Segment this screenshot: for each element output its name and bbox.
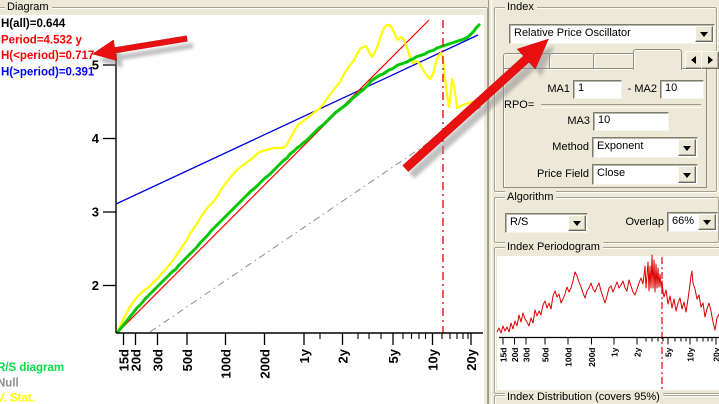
svg-text:100d: 100d — [219, 349, 234, 379]
algorithm-dropdown-button[interactable] — [568, 215, 586, 231]
ma1-value: 1 — [578, 82, 585, 94]
tab-scroll-right-button[interactable] — [701, 51, 719, 69]
svg-text:5y: 5y — [386, 348, 401, 363]
rs-diagram-chart[interactable]: H(all)=0.644 Period=4.532 y H(<period)=0.7… — [0, 0, 486, 404]
rpo-group-line — [541, 104, 701, 108]
arrow-right-icon — [708, 56, 713, 64]
index-group-label: Index — [505, 1, 537, 15]
method-combobox[interactable]: Exponent — [592, 137, 698, 158]
legend-text-2: V. Stat. — [0, 393, 35, 404]
index-selector-dropdown-button[interactable] — [695, 26, 713, 42]
svg-text:1y: 1y — [610, 347, 620, 357]
periodogram-chart-background — [497, 256, 719, 390]
algorithm-value: R/S — [510, 216, 529, 228]
svg-text:2: 2 — [92, 278, 99, 293]
ma1-input[interactable]: 1 — [573, 80, 622, 99]
diagram-group-label: Diagram — [5, 1, 52, 15]
ma2-input[interactable]: 10 — [660, 80, 704, 99]
svg-text:20d: 20d — [510, 348, 520, 363]
svg-text:10y: 10y — [686, 347, 696, 361]
price-field-value: Close — [597, 167, 626, 179]
svg-text:200d: 200d — [258, 349, 273, 379]
svg-text:2y: 2y — [633, 347, 643, 357]
svg-text:10y: 10y — [426, 348, 441, 370]
legend-text-0: R/S diagram — [0, 362, 64, 374]
chevron-down-icon — [573, 221, 581, 226]
svg-text:4: 4 — [92, 131, 100, 146]
svg-text:100d: 100d — [564, 348, 574, 367]
method-label: Method — [552, 141, 589, 153]
chevron-down-icon — [683, 172, 691, 178]
svg-text:3: 3 — [92, 205, 99, 220]
svg-text:1y: 1y — [297, 348, 312, 363]
rpo-label: RPO= — [504, 99, 535, 111]
periodogram-group-label: Index Periodogram — [505, 241, 603, 255]
price-field-dropdown-button[interactable] — [678, 166, 696, 183]
svg-text:15d: 15d — [499, 348, 509, 363]
chevron-down-icon — [703, 220, 711, 225]
distribution-group-label: Index Distribution (covers 95%) — [505, 391, 663, 404]
method-value: Exponent — [597, 140, 644, 152]
ma1-label: MA1 — [547, 83, 570, 95]
svg-text:30d: 30d — [151, 349, 166, 371]
ma3-value: 10 — [598, 114, 611, 126]
periodogram-chart[interactable]: 15d 20d 30d 50d 100d 200d 1y 2y 5y 10y 20y — [490, 250, 719, 402]
svg-text:5: 5 — [92, 58, 99, 73]
svg-text:2y: 2y — [336, 348, 351, 363]
svg-text:20y: 20y — [712, 347, 719, 361]
svg-text:200d: 200d — [587, 348, 597, 367]
stat-text-0: H(all)=0.644 — [1, 18, 66, 30]
overlap-combobox[interactable]: 66% — [667, 212, 718, 232]
price-field-combobox[interactable]: Close — [592, 164, 698, 185]
distribution-groupbox: Index Distribution (covers 95%) — [494, 391, 719, 404]
diagram-groupbox: Diagram — [0, 1, 488, 404]
overlap-value: 66% — [672, 215, 695, 227]
index-selector-combobox[interactable]: Relative Price Oscillator — [509, 24, 715, 44]
svg-text:20y: 20y — [464, 348, 479, 370]
svg-text:50d: 50d — [541, 348, 551, 363]
chevron-down-icon — [683, 145, 691, 151]
algorithm-combobox[interactable]: R/S — [505, 213, 588, 233]
arrow-left-icon — [691, 56, 696, 64]
index-selector-value: Relative Price Oscillator — [514, 27, 631, 39]
ma3-label: MA3 — [567, 115, 590, 127]
stat-text-3: H(>period)=0.391 — [1, 67, 95, 79]
overlap-label: Overlap — [625, 216, 664, 228]
stat-text-1: Period=4.532 y — [1, 35, 82, 47]
legend-text-1: Null — [0, 378, 19, 390]
svg-text:15d: 15d — [117, 349, 132, 371]
stat-text-2: H(<period)=0.717 — [1, 50, 94, 62]
index-tab-4-selected[interactable] — [633, 49, 682, 70]
algorithm-group-label: Algorithm — [505, 191, 557, 205]
panel-splitter[interactable] — [488, 0, 492, 404]
price-field-label: Price Field — [537, 168, 589, 180]
method-dropdown-button[interactable] — [678, 139, 696, 156]
overlap-dropdown-button[interactable] — [698, 214, 716, 230]
ma2-value: 10 — [665, 82, 678, 94]
svg-text:30d: 30d — [522, 348, 532, 363]
svg-text:5y: 5y — [664, 347, 674, 357]
chevron-down-icon — [700, 32, 708, 37]
svg-text:50d: 50d — [180, 349, 195, 371]
ma3-input[interactable]: 10 — [593, 112, 669, 131]
svg-text:20d: 20d — [129, 349, 144, 371]
ma2-label: - MA2 — [627, 83, 657, 95]
